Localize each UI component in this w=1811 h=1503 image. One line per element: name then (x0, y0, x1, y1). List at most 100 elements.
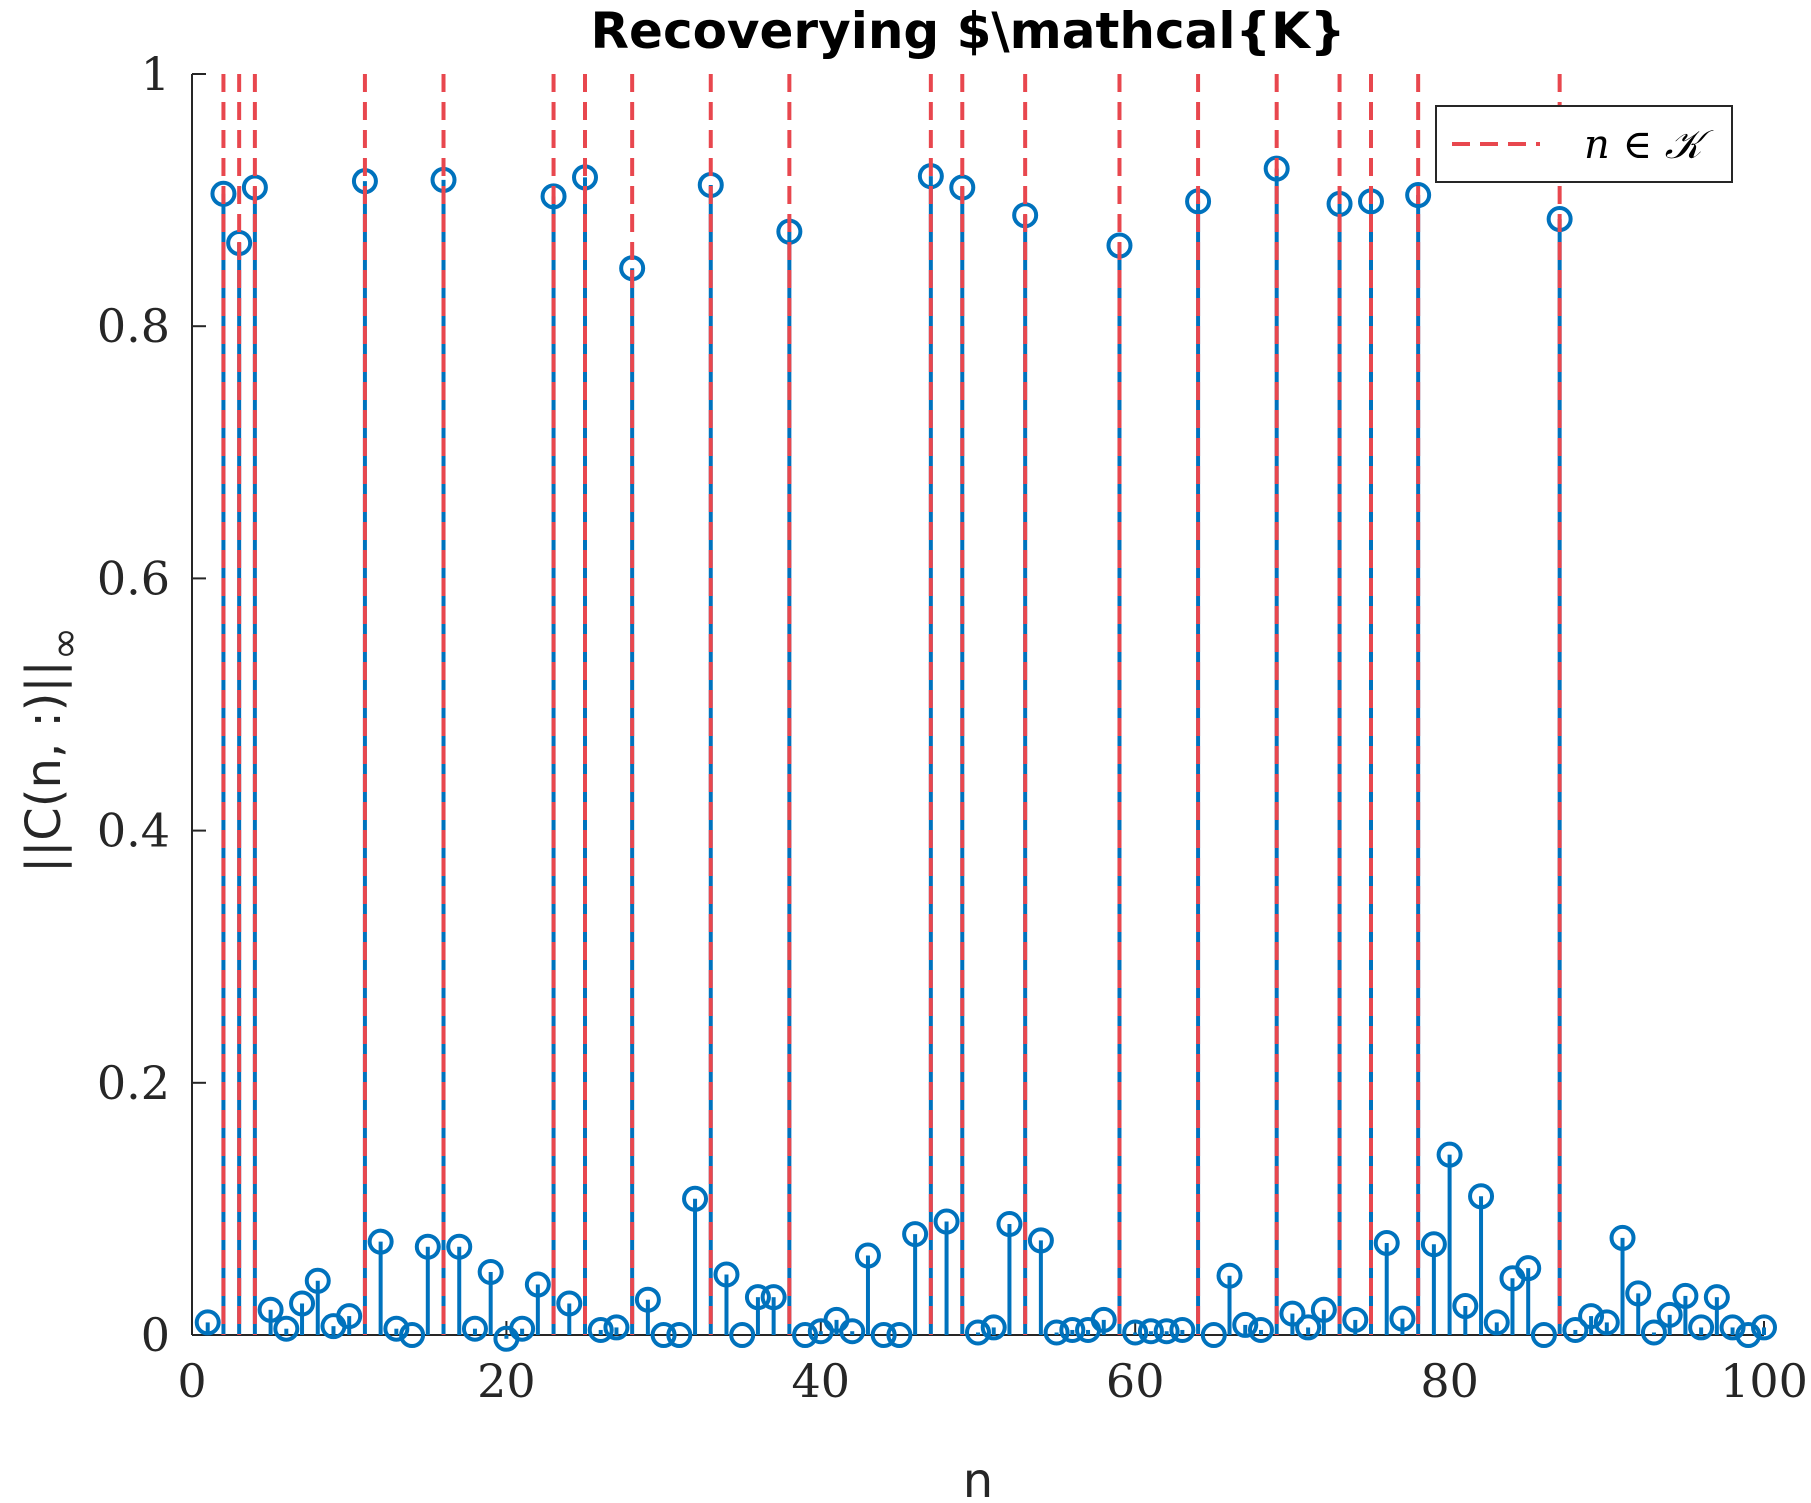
stem-marker (1090, 1306, 1117, 1333)
x-tick-label: 80 (1420, 1354, 1479, 1408)
stem-marker (1530, 1322, 1557, 1348)
y-axis-label-subscript: ∞ (42, 627, 88, 660)
stem-marker (273, 1315, 300, 1342)
stem-marker (1389, 1305, 1416, 1332)
stem-marker (257, 1296, 284, 1323)
stem-marker (634, 1286, 661, 1313)
x-tick-label: 60 (1106, 1354, 1165, 1408)
stem-marker (792, 1322, 819, 1348)
stem-marker (367, 1228, 394, 1255)
stem-marker (1405, 182, 1432, 209)
stem-marker (1420, 1231, 1447, 1258)
stem-marker (744, 1284, 771, 1311)
stem-series (194, 155, 1777, 1352)
stem-marker (1027, 1227, 1054, 1254)
stem-marker (1153, 1318, 1180, 1345)
x-axis-ticks: 0 20 40 60 80 100 (177, 1321, 1808, 1408)
stem-marker (461, 1315, 488, 1342)
stem-marker (1562, 1316, 1589, 1343)
x-tick-label: 100 (1720, 1354, 1808, 1408)
stem-marker (1342, 1306, 1369, 1333)
stem-marker (1310, 1296, 1337, 1323)
stem-marker (729, 1322, 756, 1348)
stem-marker (1593, 1309, 1620, 1336)
stem-marker (933, 1208, 960, 1235)
stem-marker (1515, 1255, 1542, 1282)
stem-marker (1247, 1316, 1274, 1343)
stem-marker (194, 1309, 221, 1336)
stem-marker (1169, 1316, 1196, 1343)
x-axis-label: n (963, 1453, 993, 1503)
axes (191, 74, 1764, 1336)
stem-marker (965, 1319, 991, 1346)
stem-marker (682, 1185, 709, 1212)
stem-marker (870, 1322, 897, 1348)
stem-marker (886, 1322, 913, 1348)
stem-marker (399, 1322, 426, 1348)
stem-marker (902, 1221, 929, 1248)
stem-marker (1043, 1319, 1070, 1346)
y-axis-label: ||C(n, :)|| (16, 660, 72, 873)
stem-marker (477, 1258, 504, 1285)
stem-marker (1672, 1282, 1699, 1309)
stem-marker (210, 180, 237, 207)
stem-marker (1468, 1183, 1495, 1210)
stem-marker (1735, 1322, 1762, 1348)
stem-marker (854, 1242, 881, 1269)
legend-entry-label: n ∈ 𝒦 (1584, 122, 1714, 168)
stem-marker (1751, 1314, 1777, 1341)
stem-marker (1059, 1316, 1086, 1343)
x-tick-label: 20 (477, 1354, 536, 1408)
stem-marker (996, 1211, 1023, 1238)
stem-marker (1703, 1284, 1730, 1311)
stem-marker (1137, 1318, 1164, 1345)
legend: n ∈ 𝒦 (1435, 105, 1733, 183)
stem-marker (1373, 1229, 1400, 1256)
stem-marker (1609, 1224, 1636, 1251)
y-tick-label: 1 (141, 47, 170, 101)
stem-marker (556, 1290, 583, 1317)
stem-marker (1578, 1303, 1605, 1330)
y-axis-label-group: ||C(n, :)||∞ (16, 627, 88, 873)
stem-marker (446, 1233, 473, 1260)
stem-marker (839, 1318, 866, 1345)
x-tick-label: 40 (792, 1354, 851, 1408)
stem-marker (509, 1315, 536, 1342)
stem-marker (1640, 1319, 1667, 1346)
chart-title: Recoverying $\mathcal{K} (591, 2, 1346, 60)
stem-marker (1263, 155, 1290, 182)
stem-marker (650, 1322, 677, 1348)
stem-marker (304, 1267, 331, 1294)
stem-marker (603, 1314, 630, 1341)
reference-line-series (221, 74, 1562, 1335)
y-tick-label: 0 (141, 1308, 170, 1362)
stem-marker (1216, 1262, 1243, 1289)
stem-marker (1279, 1300, 1306, 1327)
stem-marker (414, 1233, 441, 1260)
stem-marker (1200, 1322, 1227, 1348)
y-tick-label: 0.6 (97, 551, 170, 605)
y-tick-label: 0.2 (97, 1056, 170, 1110)
stem-marker (1436, 1141, 1463, 1168)
y-tick-label: 0.8 (97, 299, 170, 353)
stem-marker (1122, 1319, 1149, 1346)
stem-marker (336, 1303, 363, 1330)
svg-text:||C(n, :)||∞: ||C(n, :)||∞ (16, 627, 88, 873)
stem-marker (1452, 1292, 1479, 1319)
stem-marker (383, 1315, 410, 1342)
stem-marker (713, 1261, 740, 1288)
stem-marker (540, 183, 567, 210)
stem-marker (1719, 1314, 1746, 1341)
stem-marker (1625, 1280, 1652, 1307)
stem-marker (289, 1290, 316, 1317)
y-tick-label: 0.4 (97, 804, 170, 858)
y-axis-ticks: 0 0.2 0.4 0.6 0.8 1 (97, 47, 206, 1362)
stem-marker (1656, 1301, 1683, 1328)
stem-marker (980, 1314, 1007, 1341)
stem-marker (1483, 1309, 1510, 1336)
stem-marker (760, 1284, 787, 1311)
x-tick-label: 0 (177, 1354, 206, 1408)
stem-marker (1688, 1314, 1715, 1341)
stem-marker (524, 1271, 551, 1298)
